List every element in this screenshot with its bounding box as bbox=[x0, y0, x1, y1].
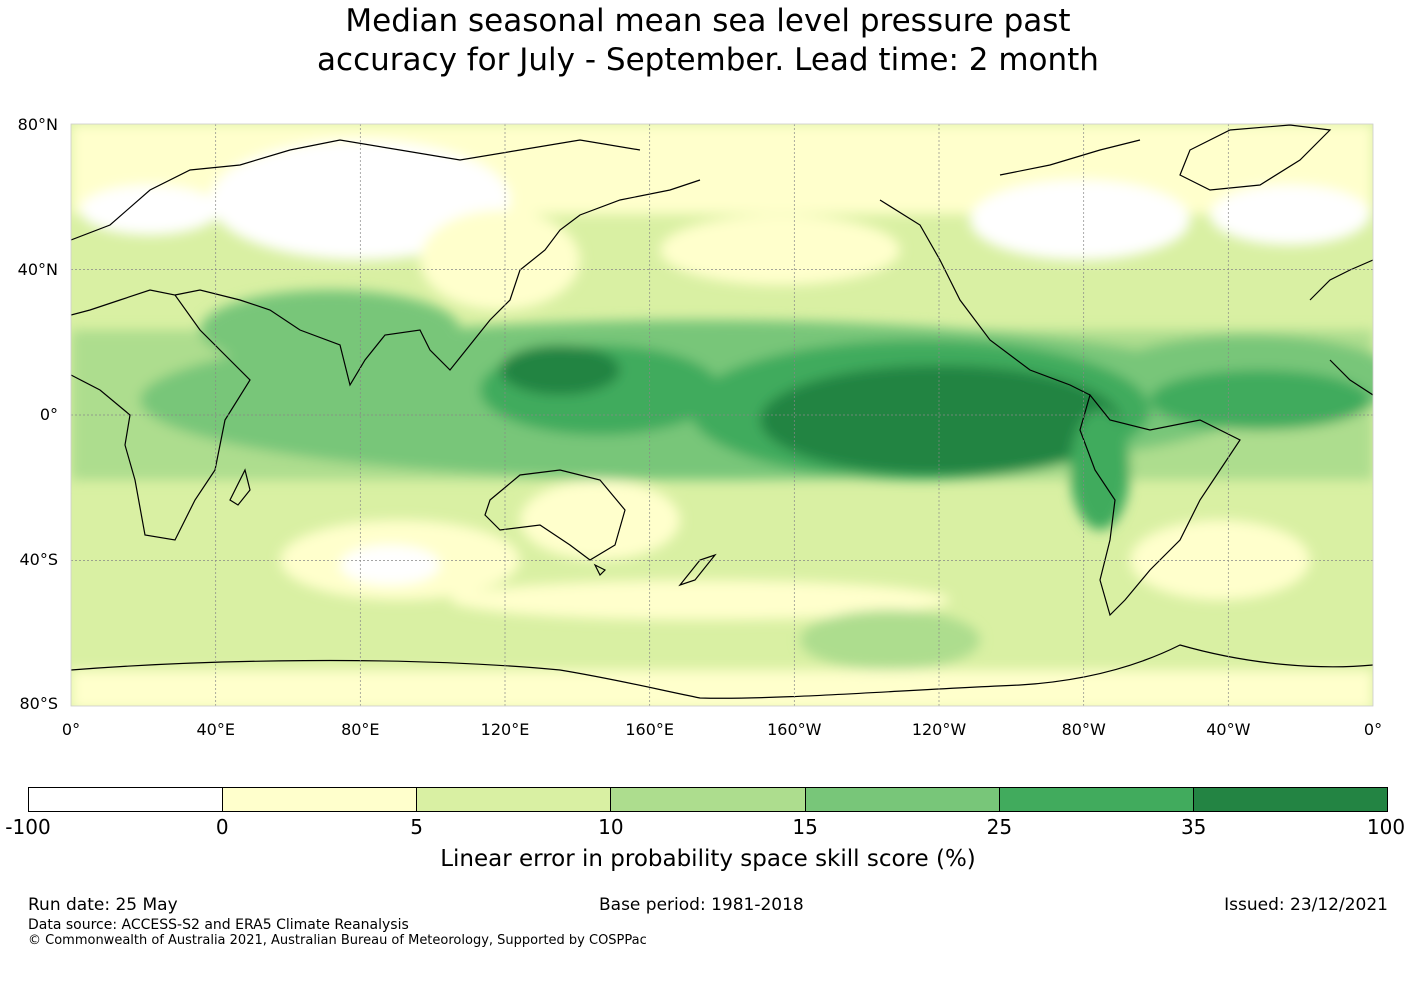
lon-label-120e: 120°E bbox=[480, 720, 530, 739]
lon-label-40w: 40°W bbox=[1206, 720, 1251, 739]
map-title: Median seasonal mean sea level pressure … bbox=[0, 2, 1416, 80]
coastlines bbox=[71, 124, 1373, 699]
colorbar-tick: 25 bbox=[986, 815, 1013, 839]
lon-label-80e: 80°E bbox=[341, 720, 380, 739]
lon-label-0-west: 0° bbox=[61, 720, 81, 739]
map-frame bbox=[70, 123, 1374, 707]
lon-label-120w: 120°W bbox=[911, 720, 967, 739]
run-date: Run date: 25 May bbox=[28, 895, 178, 915]
lat-label-40s: 40°S bbox=[19, 550, 58, 569]
colorbar-label: Linear error in probability space skill … bbox=[440, 846, 976, 872]
colorbar-tick: 100 bbox=[1366, 815, 1406, 839]
colorbar-tick: 15 bbox=[792, 815, 818, 839]
colorbar-segment bbox=[611, 788, 806, 811]
copyright: © Commonwealth of Australia 2021, Austra… bbox=[28, 933, 647, 948]
lat-label-80n: 80°N bbox=[17, 115, 58, 134]
graticule bbox=[71, 124, 1373, 706]
lon-label-160w: 160°W bbox=[767, 720, 822, 739]
colorbar-segment bbox=[805, 788, 1000, 811]
issued-date: Issued: 23/12/2021 bbox=[1224, 895, 1388, 915]
skill-score-map bbox=[70, 123, 1374, 707]
colorbar-segment bbox=[29, 788, 224, 811]
lon-label-40e: 40°E bbox=[196, 720, 235, 739]
skill-field bbox=[71, 124, 1373, 706]
colorbar-segment bbox=[1193, 788, 1387, 811]
colorbar-tick: 0 bbox=[215, 815, 229, 839]
lon-label-80w: 80°W bbox=[1061, 720, 1106, 739]
colorbar-tick: 10 bbox=[598, 815, 624, 839]
colorbar bbox=[28, 787, 1388, 812]
lat-label-40n: 40°N bbox=[17, 260, 58, 279]
base-period: Base period: 1981-2018 bbox=[599, 895, 804, 915]
colorbar-segment bbox=[417, 788, 612, 811]
title-line-1: Median seasonal mean sea level pressure … bbox=[345, 3, 1071, 39]
lat-label-80s: 80°S bbox=[19, 694, 58, 713]
lon-label-0-east: 0° bbox=[1363, 720, 1383, 739]
colorbar-tick: -100 bbox=[5, 815, 51, 839]
colorbar-tick: 35 bbox=[1180, 815, 1207, 839]
colorbar-segment bbox=[999, 788, 1194, 811]
colorbar-segment bbox=[223, 788, 418, 811]
colorbar-tick: 5 bbox=[410, 815, 423, 839]
lon-label-160e: 160°E bbox=[625, 720, 675, 739]
title-line-2: accuracy for July - September. Lead time… bbox=[317, 42, 1099, 78]
lat-label-equator: 0° bbox=[39, 405, 58, 424]
data-source: Data source: ACCESS-S2 and ERA5 Climate … bbox=[28, 917, 409, 933]
